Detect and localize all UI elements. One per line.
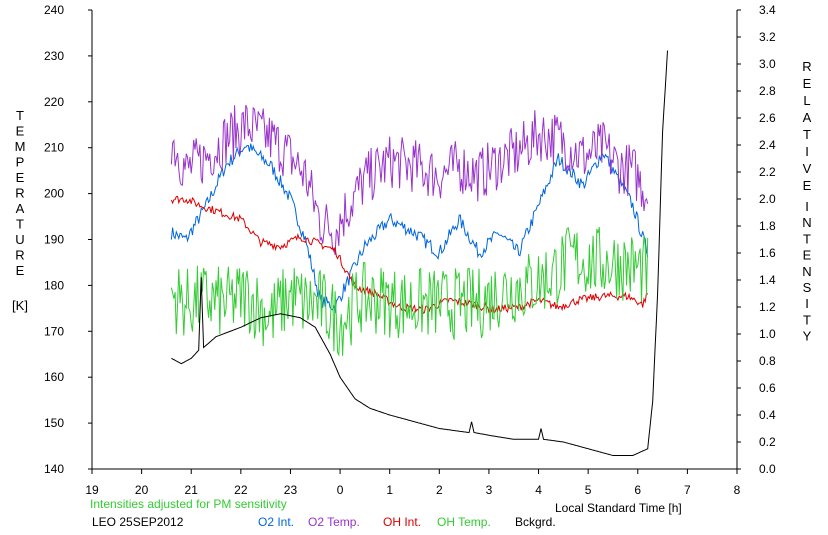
left-axis-title-letter: E	[16, 170, 25, 185]
left-tick-label: 200	[44, 187, 64, 201]
right-tick-label: 1.4	[759, 273, 776, 287]
left-axis-unit: [K]	[12, 298, 28, 313]
series-line-o2-temp	[170, 104, 649, 255]
left-tick-label: 170	[44, 324, 64, 338]
right-axis-title-letter: S	[803, 280, 812, 295]
x-tick-label: 23	[284, 483, 298, 497]
x-tick-label: 19	[85, 483, 99, 497]
left-axis-title-letter: U	[15, 232, 24, 247]
right-axis-title-letter: Y	[803, 329, 812, 344]
right-tick-label: 2.2	[759, 165, 776, 179]
left-axis-title-letter: T	[16, 108, 24, 123]
x-tick-label: 5	[585, 483, 592, 497]
right-axis-title-letter: E	[803, 248, 812, 263]
right-axis-title-letter: V	[803, 161, 812, 176]
x-tick-label: 21	[185, 483, 199, 497]
left-axis-title-letter: R	[15, 248, 24, 263]
left-axis-title-letter: M	[15, 139, 26, 154]
right-axis-title-letter: I	[805, 144, 809, 159]
left-axis-title-letter: E	[16, 263, 25, 278]
left-tick-label: 220	[44, 95, 64, 109]
right-axis-title-letter: I	[805, 199, 809, 214]
left-tick-label: 240	[44, 3, 64, 17]
legend-item-o2-temp: O2 Temp.	[308, 515, 360, 529]
right-axis-title-letter: E	[803, 178, 812, 193]
right-axis-title-letter: N	[802, 264, 811, 279]
right-axis-title-letter: L	[803, 93, 810, 108]
right-axis-title-letter: N	[802, 215, 811, 230]
left-tick-label: 150	[44, 416, 64, 430]
x-tick-label: 0	[337, 483, 344, 497]
labels-layer: 1401501601701801902002102202302400.00.20…	[12, 3, 812, 497]
x-tick-label: 7	[684, 483, 691, 497]
left-axis-title-letter: E	[16, 124, 25, 139]
right-tick-label: 1.8	[759, 219, 776, 233]
legend-item-bckgrd: Bckgrd.	[515, 515, 556, 529]
left-tick-label: 160	[44, 370, 64, 384]
axes-frame	[88, 9, 741, 474]
left-axis-title-letter: R	[15, 186, 24, 201]
right-axis-title-letter: T	[803, 127, 811, 142]
right-axis-title-letter: T	[803, 312, 811, 327]
right-tick-label: 3.0	[759, 57, 776, 71]
right-tick-label: 3.2	[759, 30, 776, 44]
right-tick-label: 3.4	[759, 3, 776, 17]
right-tick-label: 0.8	[759, 354, 776, 368]
left-axis-title-letter: A	[16, 201, 25, 216]
legend-item-oh-int: OH Int.	[383, 515, 422, 529]
right-axis-title-letter: E	[803, 76, 812, 91]
right-axis-title-letter: I	[805, 296, 809, 311]
x-tick-label: 6	[634, 483, 641, 497]
right-tick-label: 0.6	[759, 381, 776, 395]
right-tick-label: 0.0	[759, 462, 776, 476]
left-axis-title-letter: P	[16, 155, 25, 170]
x-tick-label: 2	[436, 483, 443, 497]
series-line-bckgrd	[171, 50, 668, 456]
right-tick-label: 1.0	[759, 327, 776, 341]
right-tick-label: 0.4	[759, 408, 776, 422]
right-tick-label: 2.0	[759, 192, 776, 206]
right-tick-label: 2.8	[759, 84, 776, 98]
left-tick-label: 210	[44, 141, 64, 155]
x-tick-label: 4	[535, 483, 542, 497]
right-axis-title-letter: R	[802, 59, 811, 74]
left-tick-label: 230	[44, 49, 64, 63]
x-tick-label: 20	[135, 483, 149, 497]
right-tick-label: 2.6	[759, 111, 776, 125]
right-tick-label: 0.2	[759, 435, 776, 449]
left-tick-label: 190	[44, 233, 64, 247]
x-axis-title: Local Standard Time [h]	[555, 501, 682, 515]
right-tick-label: 1.2	[759, 300, 776, 314]
x-tick-label: 1	[386, 483, 393, 497]
legend-item-o2-int: O2 Int.	[258, 515, 295, 529]
legend-item-oh-temp: OH Temp.	[437, 515, 491, 529]
series-layer	[170, 50, 668, 456]
series-line-oh-temp	[170, 226, 649, 357]
left-tick-label: 180	[44, 278, 64, 292]
right-tick-label: 1.6	[759, 246, 776, 260]
sensitivity-note: Intensities adjusted for PM sensitivity	[90, 497, 287, 511]
right-tick-label: 2.4	[759, 138, 776, 152]
left-axis-title-letter: T	[16, 217, 24, 232]
right-axis-title-letter: T	[803, 231, 811, 246]
right-axis-title-letter: A	[803, 110, 812, 125]
station-date: LEO 25SEP2012	[92, 515, 184, 529]
left-tick-label: 140	[44, 462, 64, 476]
x-tick-label: 3	[486, 483, 493, 497]
x-tick-label: 8	[734, 483, 741, 497]
series-line-o2-int	[170, 143, 649, 314]
x-tick-label: 22	[234, 483, 248, 497]
